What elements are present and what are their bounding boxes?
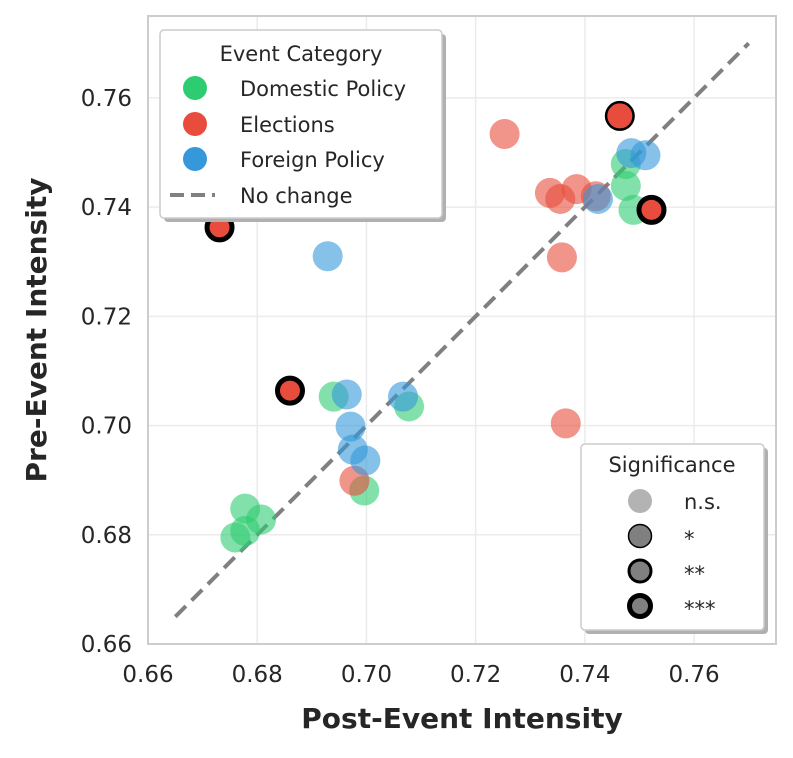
x-tick-label: 0.70 xyxy=(341,662,392,688)
x-axis-label: Post-Event Intensity xyxy=(301,702,622,735)
data-point-elections xyxy=(636,194,667,225)
legend-category: Event Category Domestic Policy Elections… xyxy=(159,29,446,222)
y-tick-label: 0.76 xyxy=(81,86,132,112)
data-point-elections xyxy=(546,242,577,273)
legend-label-sig2: ** xyxy=(684,562,705,586)
plot-frame xyxy=(147,15,777,645)
reference-line-group xyxy=(173,41,751,619)
data-point-foreign-policy xyxy=(335,411,366,442)
data-point-elections xyxy=(604,100,635,131)
x-tick-labels: 0.66 0.68 0.70 0.72 0.74 0.76 xyxy=(122,662,719,688)
legend-significance: Significance n.s. * ** *** xyxy=(580,443,768,634)
y-axis-label: Pre-Event Intensity xyxy=(20,178,53,483)
x-tick-label: 0.72 xyxy=(450,662,501,688)
legend-label-ns: n.s. xyxy=(684,490,722,514)
legend-marker-domestic xyxy=(183,76,207,100)
data-point-elections xyxy=(274,375,305,406)
x-tick-label: 0.74 xyxy=(559,662,610,688)
y-tick-label: 0.70 xyxy=(81,414,132,440)
y-tick-label: 0.74 xyxy=(81,195,132,221)
data-point-foreign-policy xyxy=(350,445,381,476)
legend-marker-sig3 xyxy=(627,593,653,619)
x-tick-label: 0.66 xyxy=(122,662,173,688)
data-point-foreign-policy xyxy=(582,183,613,214)
data-point-foreign-policy xyxy=(331,379,362,410)
legend-label-no-change: No change xyxy=(240,184,353,208)
x-tick-label: 0.68 xyxy=(232,662,283,688)
data-points xyxy=(204,100,667,553)
legend-marker-ns xyxy=(628,489,652,513)
legend-marker-sig1 xyxy=(627,523,653,549)
data-point-foreign-policy xyxy=(312,241,343,272)
legend-label-domestic: Domestic Policy xyxy=(240,77,406,101)
legend-category-title: Event Category xyxy=(220,42,383,66)
data-point-domestic-policy xyxy=(610,170,641,201)
legend-label-sig1: * xyxy=(684,527,695,551)
y-tick-labels: 0.66 0.68 0.70 0.72 0.74 0.76 xyxy=(81,86,132,658)
no-change-line xyxy=(173,41,751,619)
y-tick-label: 0.66 xyxy=(81,632,132,658)
x-tick-label: 0.76 xyxy=(668,662,719,688)
y-tick-label: 0.72 xyxy=(81,304,132,330)
legend-label-foreign: Foreign Policy xyxy=(240,148,385,172)
legend-marker-foreign xyxy=(183,147,207,171)
legend-significance-title: Significance xyxy=(608,453,735,477)
y-tick-label: 0.68 xyxy=(81,523,132,549)
legend-marker-sig2 xyxy=(627,558,653,584)
data-point-elections xyxy=(489,118,520,149)
legend-marker-elections xyxy=(183,112,207,136)
data-point-foreign-policy xyxy=(630,140,661,171)
legend-label-sig3: *** xyxy=(684,597,716,621)
data-point-domestic-policy xyxy=(246,504,277,535)
data-point-foreign-policy xyxy=(388,381,419,412)
data-point-elections xyxy=(550,408,581,439)
legend-label-elections: Elections xyxy=(240,113,335,137)
